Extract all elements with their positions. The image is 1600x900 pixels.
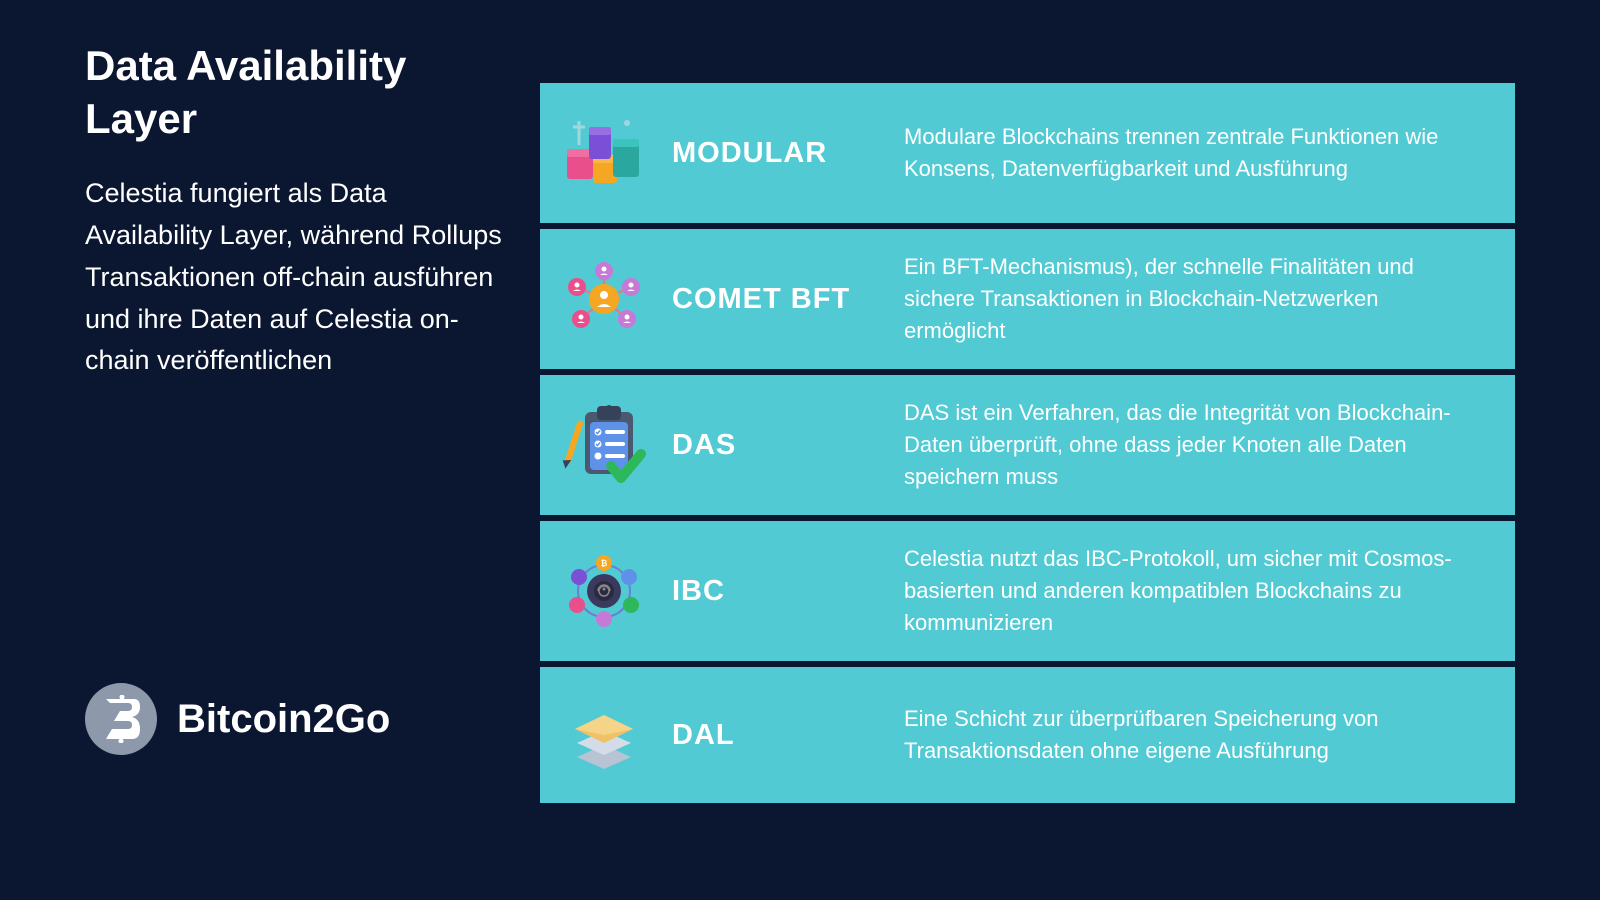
card-title: DAS <box>654 429 904 462</box>
layers-icon <box>554 685 654 785</box>
card-title: DAL <box>654 719 904 752</box>
hub-icon: ₿ <box>554 541 654 641</box>
card-dal: DAL Eine Schicht zur überprüfbaren Speic… <box>540 667 1515 803</box>
svg-text:₿: ₿ <box>601 559 608 568</box>
brand-name: Bitcoin2Go <box>177 697 390 742</box>
infographic-container: Data Availability Layer Celestia fungier… <box>0 0 1600 900</box>
card-description: DAS ist ein Verfahren, das die Integritä… <box>904 397 1485 493</box>
network-icon <box>554 249 654 349</box>
page-title: Data Availability Layer <box>85 40 515 145</box>
card-description: Eine Schicht zur überprüfbaren Speicheru… <box>904 703 1485 767</box>
cards-panel: MODULAR Modulare Blockchains trennen zen… <box>515 35 1515 865</box>
card-title: COMET BFT <box>654 283 904 316</box>
clipboard-icon <box>554 395 654 495</box>
card-modular: MODULAR Modulare Blockchains trennen zen… <box>540 83 1515 223</box>
brand-logo-icon <box>85 683 157 755</box>
card-description: Celestia nutzt das IBC-Protokoll, um sic… <box>904 543 1485 639</box>
card-title: IBC <box>654 575 904 608</box>
card-das: DAS DAS ist ein Verfahren, das die Integ… <box>540 375 1515 515</box>
card-ibc: ₿ IBC Celestia nutzt das IBC-Protokoll, … <box>540 521 1515 661</box>
brand-logo-block: Bitcoin2Go <box>85 683 515 865</box>
card-description: Ein BFT-Mechanismus), der schnelle Final… <box>904 251 1485 347</box>
modular-icon <box>554 103 654 203</box>
page-subtitle: Celestia fungiert als Data Availability … <box>85 173 515 382</box>
left-panel: Data Availability Layer Celestia fungier… <box>85 35 515 865</box>
card-description: Modulare Blockchains trennen zentrale Fu… <box>904 121 1485 185</box>
card-title: MODULAR <box>654 137 904 170</box>
card-comet-bft: COMET BFT Ein BFT-Mechanismus), der schn… <box>540 229 1515 369</box>
